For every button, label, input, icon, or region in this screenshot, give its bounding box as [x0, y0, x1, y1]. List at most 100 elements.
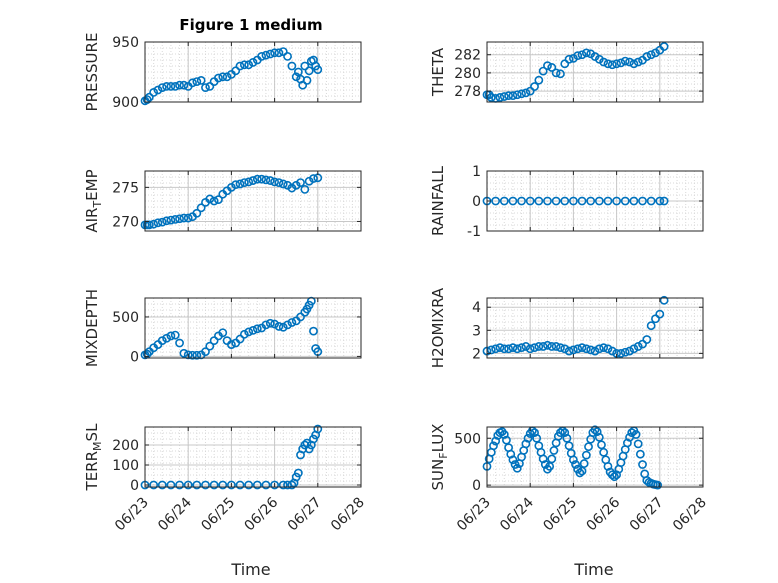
- data-point-sunflux: [538, 454, 548, 464]
- data-point-sunflux: [564, 441, 574, 451]
- data-point-pressure: [313, 65, 323, 74]
- data-point-h2omixra: [577, 343, 587, 353]
- data-point-theta: [577, 50, 587, 60]
- data-point-theta: [551, 68, 561, 78]
- y-tick-label: 0: [472, 478, 481, 494]
- y-tick-label: 200: [112, 438, 139, 454]
- data-point-air_temp: [196, 203, 206, 213]
- data-point-mixdepth: [209, 336, 219, 346]
- data-point-theta: [564, 54, 574, 64]
- data-point-terr_msl: [183, 480, 193, 490]
- data-point-theta: [534, 75, 544, 85]
- data-point-theta: [499, 92, 509, 101]
- y-axis-label-rainfall: RAINFALL: [429, 165, 447, 236]
- data-point-mixdepth: [166, 331, 176, 341]
- data-point-h2omixra: [504, 344, 513, 354]
- data-point-air_temp: [149, 219, 159, 229]
- data-point-pressure: [157, 83, 167, 92]
- data-point-terr_msl: [313, 424, 323, 434]
- data-point-theta: [525, 86, 535, 96]
- data-point-sunflux: [610, 472, 619, 482]
- data-point-theta: [581, 48, 591, 58]
- axes-box: [486, 426, 704, 488]
- data-point-air_temp: [170, 215, 180, 224]
- data-point-air_temp: [265, 176, 275, 185]
- data-point-pressure: [287, 61, 297, 71]
- y-tick-label: 950: [112, 35, 139, 51]
- y-axis-label-mixdepth: MIXDEPTH: [83, 289, 101, 367]
- data-point-sunflux: [584, 442, 593, 452]
- x-tick-label: 06/26: [242, 494, 282, 534]
- data-point-theta: [612, 59, 621, 69]
- data-point-pressure: [205, 82, 215, 91]
- data-point-air_temp: [274, 178, 284, 187]
- data-point-pressure: [153, 85, 163, 95]
- y-tick-label: -1: [467, 224, 481, 240]
- data-point-h2omixra: [556, 343, 565, 353]
- data-point-rainfall: [499, 196, 509, 206]
- data-point-theta: [620, 56, 630, 66]
- y-tick-label: 4: [472, 300, 481, 316]
- data-point-sunflux: [581, 450, 591, 460]
- data-point-mixdepth: [205, 341, 215, 351]
- data-point-air_temp: [309, 174, 318, 183]
- data-point-h2omixra: [564, 346, 574, 356]
- data-point-rainfall: [543, 196, 552, 206]
- data-point-air_temp: [235, 179, 245, 189]
- data-point-pressure: [196, 76, 206, 85]
- data-point-theta: [560, 59, 570, 69]
- data-point-sunflux: [592, 427, 602, 437]
- x-tick-label: 06/28: [328, 495, 368, 535]
- data-point-mixdepth: [239, 329, 249, 339]
- data-point-pressure: [298, 80, 308, 90]
- x-tick-label: 06/27: [627, 495, 667, 535]
- data-point-pressure: [222, 72, 232, 82]
- data-point-mixdepth: [192, 350, 202, 360]
- data-point-pressure: [270, 48, 279, 58]
- y-tick-label: 500: [454, 431, 481, 447]
- x-tick-label: 06/28: [670, 495, 710, 535]
- data-point-sunflux: [549, 446, 559, 455]
- data-point-terr_msl: [157, 480, 167, 490]
- data-point-sunflux: [491, 436, 501, 446]
- data-point-theta: [607, 60, 617, 70]
- data-point-h2omixra: [629, 344, 639, 354]
- data-point-theta: [543, 61, 552, 71]
- data-point-sunflux: [569, 455, 578, 465]
- data-point-terr_msl: [209, 480, 219, 490]
- y-tick-label: 500: [112, 310, 139, 326]
- data-point-sunflux: [556, 428, 565, 438]
- data-point-sunflux: [638, 460, 647, 469]
- data-point-air_temp: [252, 174, 262, 184]
- panel-sunflux: 0 500 06/23 06/24 06/25 06/26 06/27 06/28 SUNFLU…: [429, 424, 710, 535]
- data-point-rainfall: [517, 196, 526, 206]
- data-point-sunflux: [627, 428, 637, 438]
- x-tick-label: 06/24: [497, 494, 537, 534]
- data-point-rainfall: [560, 196, 570, 206]
- x-tick-label: 06/23: [112, 495, 152, 535]
- data-point-air_temp: [300, 185, 310, 194]
- data-point-theta: [495, 93, 505, 102]
- data-point-pressure: [192, 77, 202, 86]
- data-point-theta: [573, 51, 583, 61]
- data-point-pressure: [274, 48, 284, 58]
- axes-box: [486, 297, 704, 359]
- data-point-h2omixra: [607, 346, 617, 356]
- x-axis-label-right: Time: [573, 560, 613, 579]
- data-point-mixdepth: [309, 326, 318, 336]
- data-point-sunflux: [521, 439, 531, 449]
- data-point-h2omixra: [616, 348, 626, 358]
- data-point-theta: [594, 54, 604, 64]
- data-point-air_temp: [296, 178, 305, 187]
- data-point-air_temp: [239, 178, 249, 187]
- y-axis-label-pressure: PRESSURE: [83, 33, 101, 112]
- data-point-theta: [659, 42, 669, 51]
- data-point-terr_msl: [287, 480, 297, 490]
- data-point-h2omixra: [508, 343, 518, 353]
- data-point-mixdepth: [278, 322, 288, 332]
- data-point-sunflux: [547, 454, 557, 464]
- data-point-mixdepth: [179, 348, 189, 358]
- data-point-pressure: [149, 88, 159, 97]
- data-point-terr_msl: [293, 468, 303, 478]
